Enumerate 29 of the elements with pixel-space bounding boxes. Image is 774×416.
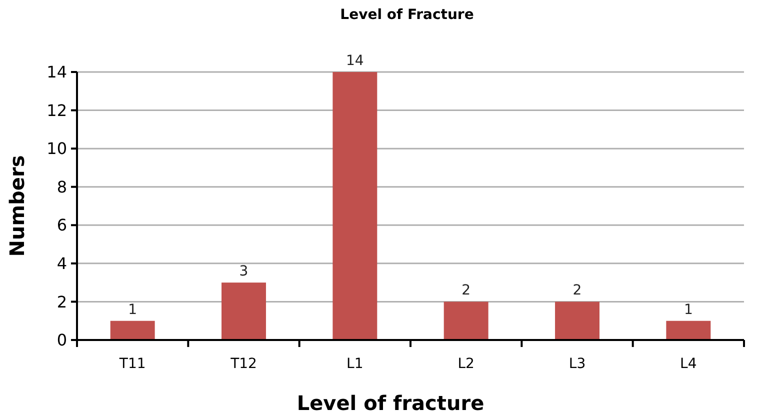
x-tick-label: T12 xyxy=(230,356,257,372)
bar xyxy=(222,282,266,340)
bar xyxy=(666,320,711,340)
bar xyxy=(555,302,600,340)
y-tick-label: 10 xyxy=(46,139,67,158)
bar xyxy=(444,302,488,340)
data-label: 3 xyxy=(239,264,248,280)
data-label: 14 xyxy=(346,53,364,69)
bar xyxy=(332,72,378,340)
bar xyxy=(110,320,155,340)
y-tick-label: 2 xyxy=(56,292,67,312)
x-tick-label: T11 xyxy=(118,356,146,372)
y-tick-label: 8 xyxy=(56,177,67,196)
x-axis-title: Level of fracture xyxy=(296,391,484,415)
data-label: 1 xyxy=(684,302,693,318)
x-tick-label: L4 xyxy=(680,356,697,372)
data-label: 2 xyxy=(572,282,582,299)
y-tick-label: 0 xyxy=(56,330,67,350)
x-tick-label: L3 xyxy=(568,356,586,372)
data-label: 1 xyxy=(128,302,138,318)
x-tick-label: L2 xyxy=(458,356,474,372)
y-tick-label: 14 xyxy=(46,62,67,82)
y-tick-label: 12 xyxy=(46,100,67,120)
data-label: 2 xyxy=(462,282,471,299)
y-tick-label: 4 xyxy=(56,254,67,274)
y-tick-label: 6 xyxy=(56,216,67,235)
chart-title: Level of Fracture xyxy=(340,7,474,23)
y-axis-title: Numbers xyxy=(5,155,29,257)
x-tick-label: L1 xyxy=(346,356,364,372)
